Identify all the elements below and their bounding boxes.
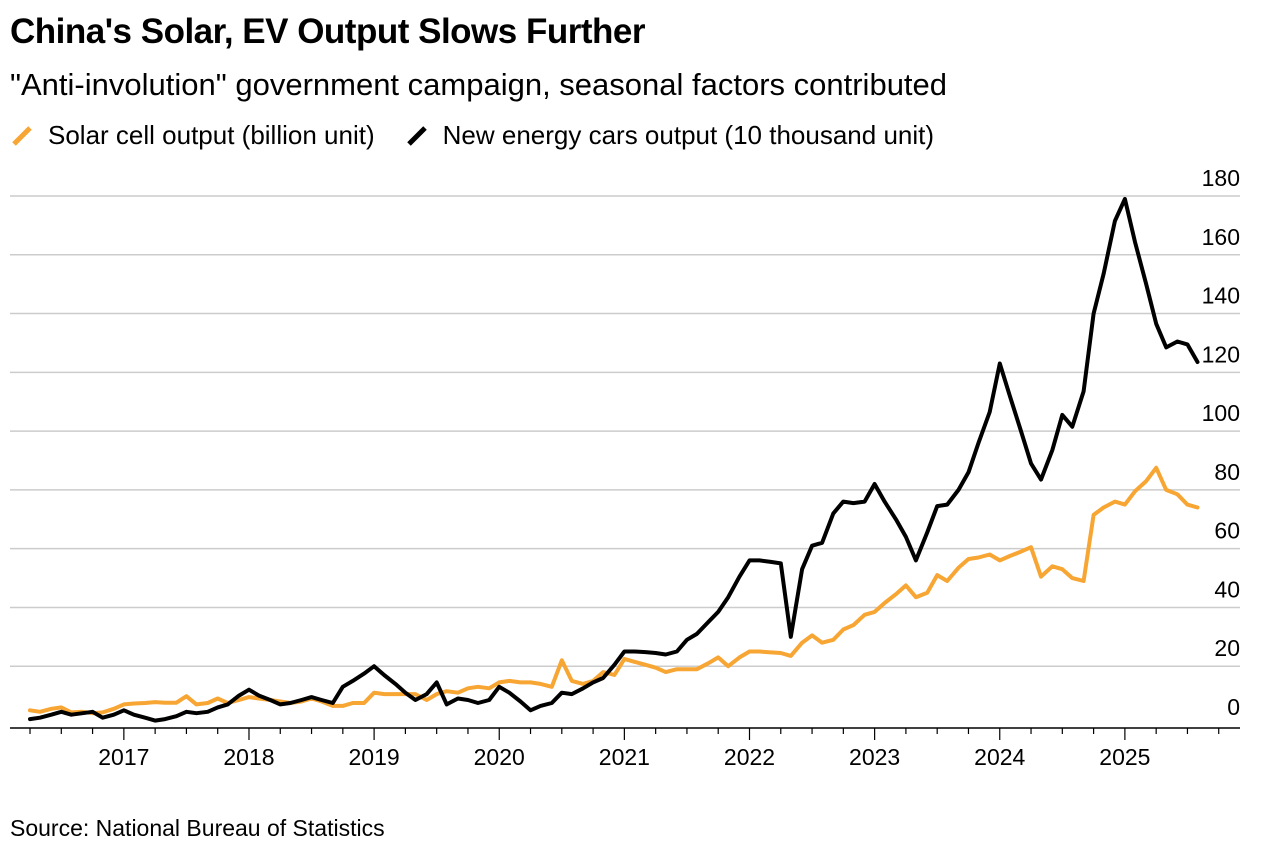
y-tick-label: 80 <box>1214 459 1240 485</box>
y-tick-label: 180 <box>1202 165 1240 191</box>
line-chart: 0 20 40 60 80 100 120 140 160 180 2017 2018 2019 202… <box>10 165 1240 770</box>
x-axis: 2017 2018 2019 2020 2021 2022 2023 2024 2025 <box>10 727 1240 770</box>
x-tick-label: 2020 <box>474 744 525 770</box>
chart-legend: Solar cell output (billion unit) New ene… <box>10 120 964 151</box>
x-tick-label: 2023 <box>849 744 900 770</box>
y-tick-label: 60 <box>1214 518 1240 544</box>
legend-item-solar: Solar cell output (billion unit) <box>10 120 375 151</box>
y-tick-label: 20 <box>1214 635 1240 661</box>
series-lines <box>28 196 1200 723</box>
y-tick-label: 100 <box>1202 400 1240 426</box>
chart-title: China's Solar, EV Output Slows Further <box>10 12 645 51</box>
y-tick-label: 140 <box>1202 283 1240 309</box>
x-tick-label: 2017 <box>98 744 149 770</box>
y-axis-tick-labels: 0 20 40 60 80 100 120 140 160 180 <box>1202 165 1240 720</box>
x-tick-label: 2022 <box>724 744 775 770</box>
y-tick-label: 40 <box>1214 576 1240 602</box>
y-tick-label: 120 <box>1202 341 1240 367</box>
grid-lines <box>10 195 1240 667</box>
legend-label-ev: New energy cars output (10 thousand unit… <box>442 120 935 150</box>
x-tick-label: 2025 <box>1099 744 1150 770</box>
x-tick-label: 2024 <box>974 744 1025 770</box>
source-note: Source: National Bureau of Statistics <box>10 815 385 841</box>
legend-label-solar: Solar cell output (billion unit) <box>48 120 375 150</box>
x-tick-label: 2019 <box>349 744 400 770</box>
legend-swatch-solar <box>12 125 32 146</box>
series-line-solar <box>28 465 1200 716</box>
legend-swatch-ev <box>406 125 427 146</box>
y-tick-label: 160 <box>1202 224 1240 250</box>
series-line-ev <box>28 196 1200 723</box>
legend-item-ev: New energy cars output (10 thousand unit… <box>405 120 934 151</box>
chart-subtitle: "Anti-involution" government campaign, s… <box>10 67 948 102</box>
x-tick-label: 2018 <box>223 744 274 770</box>
y-tick-label: 0 <box>1227 694 1240 720</box>
x-tick-label: 2021 <box>599 744 650 770</box>
